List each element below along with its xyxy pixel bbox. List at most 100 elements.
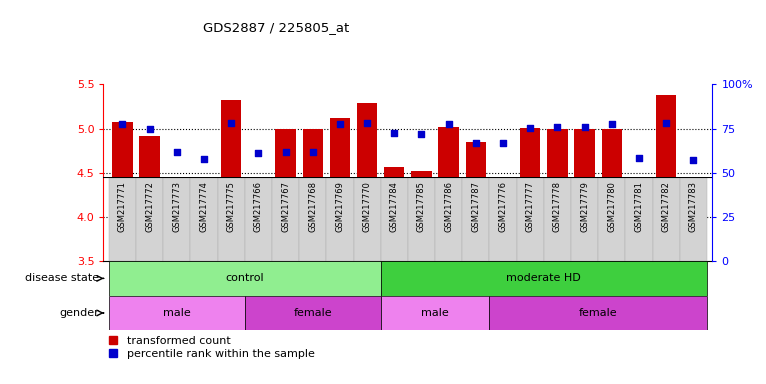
Bar bbox=[489, 296, 707, 330]
Text: GSM217777: GSM217777 bbox=[525, 181, 535, 232]
Point bbox=[606, 121, 618, 127]
Bar bbox=[136, 177, 163, 261]
Text: GDS2887 / 225805_at: GDS2887 / 225805_at bbox=[203, 21, 349, 34]
Text: GSM217786: GSM217786 bbox=[444, 181, 453, 232]
Bar bbox=[438, 127, 459, 261]
Point bbox=[687, 157, 699, 163]
Bar bbox=[625, 177, 653, 261]
Text: male: male bbox=[421, 308, 449, 318]
Text: GSM217779: GSM217779 bbox=[580, 181, 589, 232]
Text: GSM217775: GSM217775 bbox=[227, 181, 236, 232]
Bar bbox=[381, 261, 707, 296]
Bar bbox=[272, 177, 300, 261]
Text: moderate HD: moderate HD bbox=[506, 273, 581, 283]
Bar bbox=[245, 296, 381, 330]
Text: GSM217773: GSM217773 bbox=[172, 181, 182, 232]
Point bbox=[578, 124, 591, 130]
Text: GSM217766: GSM217766 bbox=[254, 181, 263, 232]
Text: GSM217767: GSM217767 bbox=[281, 181, 290, 232]
Bar bbox=[381, 177, 408, 261]
Point bbox=[552, 124, 564, 130]
Point bbox=[497, 140, 509, 146]
Point bbox=[280, 149, 292, 156]
Text: gender: gender bbox=[60, 308, 100, 318]
Bar bbox=[679, 177, 707, 261]
Bar bbox=[629, 233, 649, 261]
Bar bbox=[300, 177, 326, 261]
Text: disease state: disease state bbox=[25, 273, 100, 283]
Point bbox=[171, 149, 183, 156]
Text: GSM217772: GSM217772 bbox=[145, 181, 154, 232]
Text: GSM217776: GSM217776 bbox=[499, 181, 508, 232]
Bar bbox=[411, 171, 432, 261]
Bar bbox=[354, 177, 381, 261]
Bar bbox=[520, 128, 541, 261]
Bar bbox=[191, 177, 218, 261]
Point bbox=[388, 130, 401, 136]
Bar bbox=[601, 129, 622, 261]
Text: GSM217782: GSM217782 bbox=[662, 181, 671, 232]
Text: control: control bbox=[225, 273, 264, 283]
Text: GSM217780: GSM217780 bbox=[607, 181, 617, 232]
Bar bbox=[408, 177, 435, 261]
Bar bbox=[462, 177, 489, 261]
Bar bbox=[221, 100, 241, 261]
Bar bbox=[139, 136, 160, 261]
Text: GSM217774: GSM217774 bbox=[199, 181, 208, 232]
Text: GSM217784: GSM217784 bbox=[390, 181, 399, 232]
Bar bbox=[574, 129, 595, 261]
Text: GSM217778: GSM217778 bbox=[553, 181, 562, 232]
Bar bbox=[516, 177, 544, 261]
Point bbox=[443, 121, 455, 127]
Bar bbox=[109, 261, 381, 296]
Bar bbox=[275, 129, 296, 261]
Point bbox=[633, 155, 645, 161]
Point bbox=[361, 120, 373, 126]
Bar bbox=[466, 142, 486, 261]
Text: GSM217768: GSM217768 bbox=[308, 181, 317, 232]
Text: GSM217785: GSM217785 bbox=[417, 181, 426, 232]
Point bbox=[524, 125, 536, 131]
Bar bbox=[544, 177, 571, 261]
Bar bbox=[489, 177, 516, 261]
Point bbox=[334, 121, 346, 127]
Bar bbox=[218, 177, 245, 261]
Point bbox=[143, 126, 155, 132]
Legend: transformed count, percentile rank within the sample: transformed count, percentile rank withi… bbox=[109, 336, 315, 359]
Bar bbox=[683, 243, 703, 261]
Point bbox=[116, 121, 129, 127]
Point bbox=[470, 140, 482, 146]
Bar bbox=[326, 177, 354, 261]
Text: female: female bbox=[579, 308, 617, 318]
Bar bbox=[384, 167, 404, 261]
Bar bbox=[547, 129, 568, 261]
Bar bbox=[167, 242, 187, 261]
Bar bbox=[435, 177, 462, 261]
Bar bbox=[598, 177, 625, 261]
Bar bbox=[329, 118, 350, 261]
Text: GSM217771: GSM217771 bbox=[118, 181, 127, 232]
Bar bbox=[656, 95, 676, 261]
Bar bbox=[248, 224, 269, 261]
Text: female: female bbox=[293, 308, 332, 318]
Bar bbox=[194, 233, 214, 261]
Bar bbox=[653, 177, 679, 261]
Point bbox=[198, 156, 210, 162]
Text: GSM217769: GSM217769 bbox=[336, 181, 345, 232]
Point bbox=[225, 120, 237, 126]
Text: GSM217770: GSM217770 bbox=[362, 181, 372, 232]
Bar bbox=[357, 103, 378, 261]
Bar bbox=[571, 177, 598, 261]
Text: GSM217783: GSM217783 bbox=[689, 181, 698, 232]
Point bbox=[660, 120, 673, 126]
Text: GSM217787: GSM217787 bbox=[471, 181, 480, 232]
Bar bbox=[113, 122, 133, 261]
Point bbox=[306, 149, 319, 155]
Bar bbox=[303, 129, 323, 261]
Bar bbox=[245, 177, 272, 261]
Bar bbox=[493, 205, 513, 261]
Bar bbox=[109, 177, 136, 261]
Bar bbox=[109, 296, 245, 330]
Text: male: male bbox=[163, 308, 191, 318]
Bar bbox=[163, 177, 191, 261]
